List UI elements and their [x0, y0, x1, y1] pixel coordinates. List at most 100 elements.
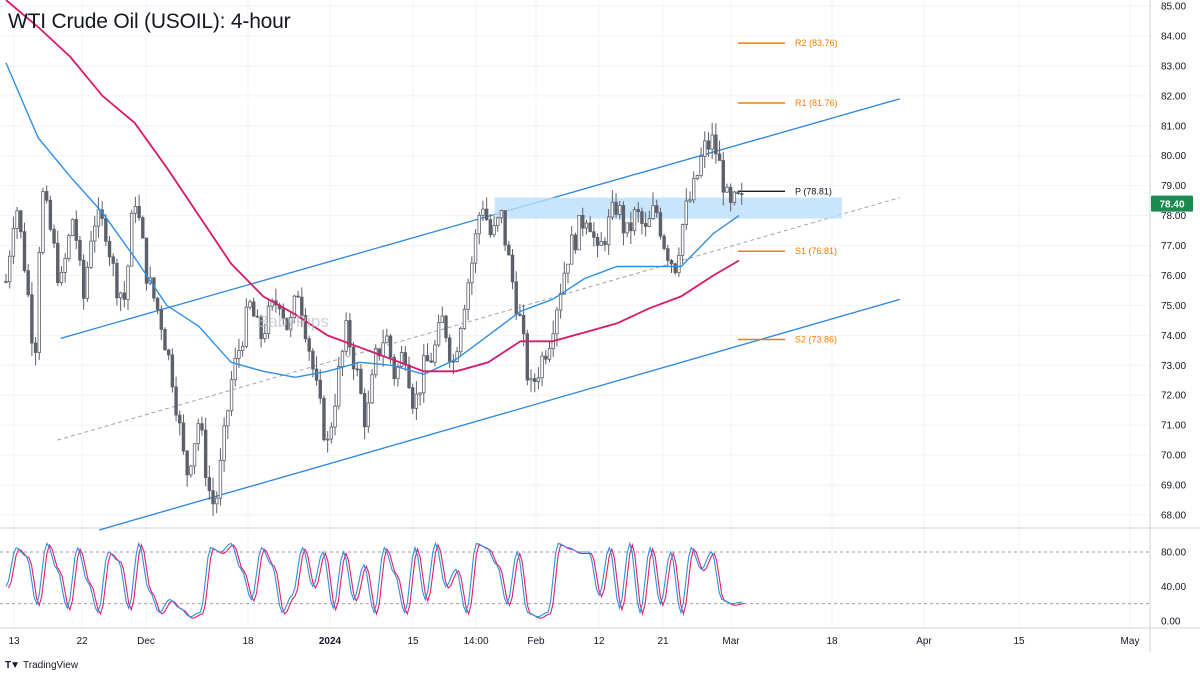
candle-body	[229, 379, 234, 412]
candle-body	[7, 255, 12, 283]
candle-body	[399, 352, 404, 367]
price-tick-label: 83.00	[1161, 61, 1186, 72]
candle-body	[11, 228, 16, 257]
candle-body	[581, 214, 585, 229]
channel-mid-line	[57, 197, 900, 441]
candle-body	[33, 342, 38, 353]
candle-body	[329, 426, 334, 440]
candle-body	[311, 350, 315, 370]
candle-body	[322, 397, 326, 441]
pivot-label: S2 (73.86)	[795, 335, 837, 345]
candle-body	[677, 254, 681, 274]
candle-body	[403, 352, 408, 366]
candle-body	[481, 208, 485, 216]
time-tick-label: 15	[407, 636, 419, 647]
candle-body	[562, 272, 566, 294]
candle-body	[362, 393, 367, 428]
candle-body	[200, 423, 204, 431]
candle-body	[207, 477, 212, 492]
candle-body	[643, 223, 648, 227]
candle-body	[196, 423, 200, 445]
candle-body	[377, 348, 382, 357]
candle-body	[192, 443, 197, 467]
candle-body	[536, 377, 541, 382]
candle-body	[455, 351, 459, 362]
price-tick-label: 75.00	[1161, 301, 1186, 312]
candles	[4, 122, 744, 516]
candle-body	[385, 335, 389, 344]
candle-body	[96, 209, 101, 227]
candle-body	[359, 368, 363, 394]
candle-body	[178, 414, 182, 424]
candle-body	[603, 241, 607, 245]
candle-body	[226, 410, 230, 427]
candle-body	[333, 405, 337, 428]
candle-body	[370, 374, 374, 404]
time-tick-label: 2024	[319, 636, 342, 647]
tradingview-logo[interactable]: T▼ TradingView	[5, 660, 78, 671]
candle-body	[4, 281, 8, 283]
candle-body	[736, 191, 740, 194]
stoch-tick-label: 40.00	[1161, 582, 1186, 593]
candle-body	[558, 293, 563, 311]
candle-body	[662, 235, 666, 249]
candle-body	[255, 315, 260, 318]
candle-body	[126, 265, 130, 300]
chart-title: WTI Crude Oil (USOIL): 4-hour	[8, 10, 291, 33]
candle-body	[388, 335, 393, 358]
candle-body	[477, 214, 481, 235]
candle-body	[374, 348, 378, 376]
candle-body	[588, 222, 592, 233]
time-tick-label: May	[1121, 636, 1140, 647]
candle-body	[218, 460, 223, 499]
candle-body	[459, 328, 463, 353]
time-tick-label: Apr	[916, 636, 932, 647]
candle-body	[625, 222, 629, 234]
candle-body	[118, 292, 123, 299]
candle-body	[67, 235, 71, 259]
stoch-k-line	[5, 541, 743, 618]
stochastic-pane	[0, 541, 1150, 619]
candle-body	[74, 219, 78, 241]
candle-body	[163, 328, 167, 351]
candle-body	[717, 153, 722, 161]
candle-body	[141, 217, 145, 239]
candle-body	[222, 425, 226, 461]
candle-body	[407, 364, 411, 389]
candle-body	[396, 366, 400, 380]
candle-body	[533, 378, 537, 382]
candle-body	[525, 333, 530, 381]
candle-body	[355, 368, 359, 371]
time-tick-label: 18	[826, 636, 838, 647]
candle-body	[425, 355, 430, 362]
tradingview-brand: TradingView	[23, 660, 79, 671]
price-tick-label: 73.00	[1161, 361, 1186, 372]
candle-body	[70, 219, 75, 237]
candle-body	[496, 217, 500, 227]
candle-body	[170, 354, 175, 388]
candle-body	[621, 205, 626, 234]
candle-body	[507, 244, 511, 256]
candle-body	[181, 422, 186, 452]
candle-body	[351, 346, 356, 370]
candle-body	[240, 345, 245, 351]
candle-body	[56, 242, 60, 284]
price-tick-label: 82.00	[1161, 91, 1186, 102]
time-tick-label: Feb	[527, 636, 545, 647]
candle-body	[174, 386, 178, 416]
candle-body	[658, 212, 663, 237]
candle-body	[93, 225, 97, 242]
candle-body	[540, 355, 544, 379]
price-tick-label: 77.00	[1161, 241, 1186, 252]
candle-body	[37, 252, 41, 353]
candle-body	[78, 240, 82, 261]
stoch-tick-label: 80.00	[1161, 548, 1186, 559]
time-tick-label: 15	[1013, 636, 1025, 647]
price-tick-label: 69.00	[1161, 481, 1186, 492]
candle-body	[185, 450, 189, 476]
candle-body	[499, 210, 504, 219]
candle-body	[115, 262, 119, 299]
candle-body	[610, 201, 615, 218]
candle-body	[159, 309, 163, 330]
